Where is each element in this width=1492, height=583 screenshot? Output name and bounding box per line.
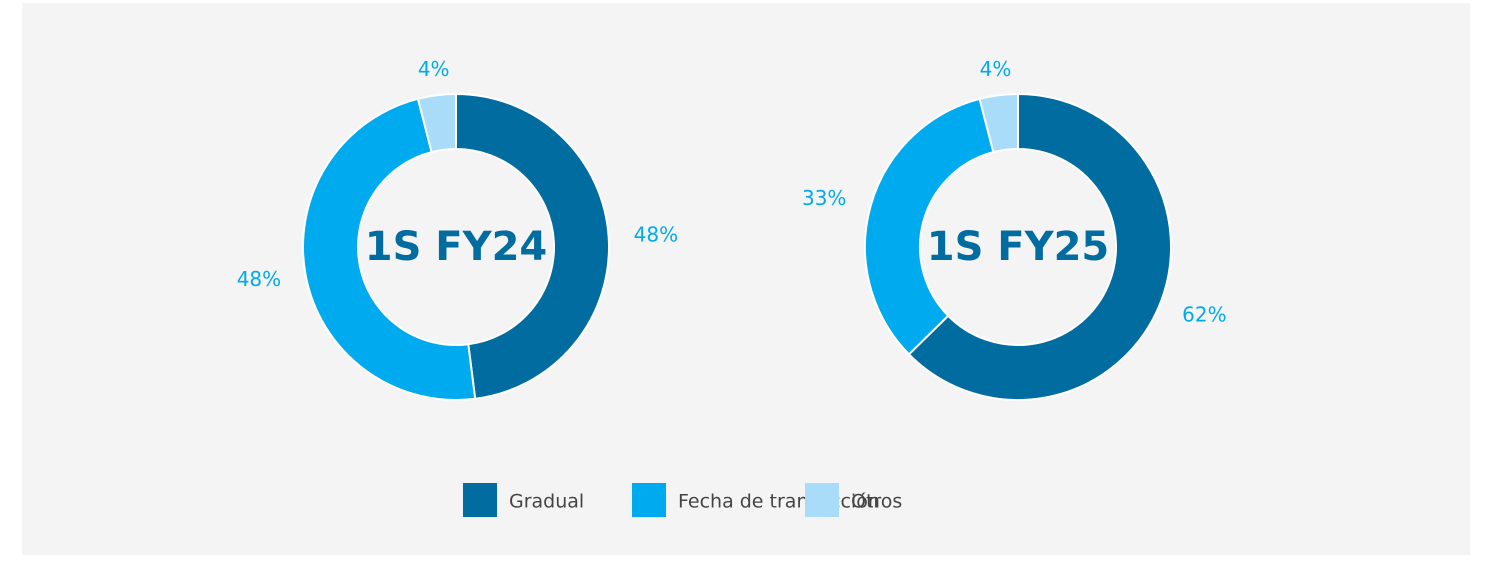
legend-label: Fecha de transacción [678,491,880,513]
legend-swatch [805,483,839,517]
value-label: 33% [802,186,846,210]
legend-label: Gradual [509,491,584,513]
value-label: 62% [1182,302,1226,326]
legend-swatch [632,483,666,517]
center-label: 1S FY25 [927,224,1110,270]
slice [978,92,1019,154]
slice [302,97,477,401]
slice [416,92,457,154]
slice [455,92,610,400]
center-label: 1S FY24 [365,224,548,270]
legend-swatch [463,483,497,517]
value-label: 48% [237,267,281,291]
value-label: 4% [418,57,450,81]
legend-label: Otros [851,491,902,513]
panel [22,3,1470,555]
value-label: 48% [634,222,678,246]
slice [864,97,995,356]
value-label: 4% [980,57,1012,81]
slice [907,92,1172,401]
